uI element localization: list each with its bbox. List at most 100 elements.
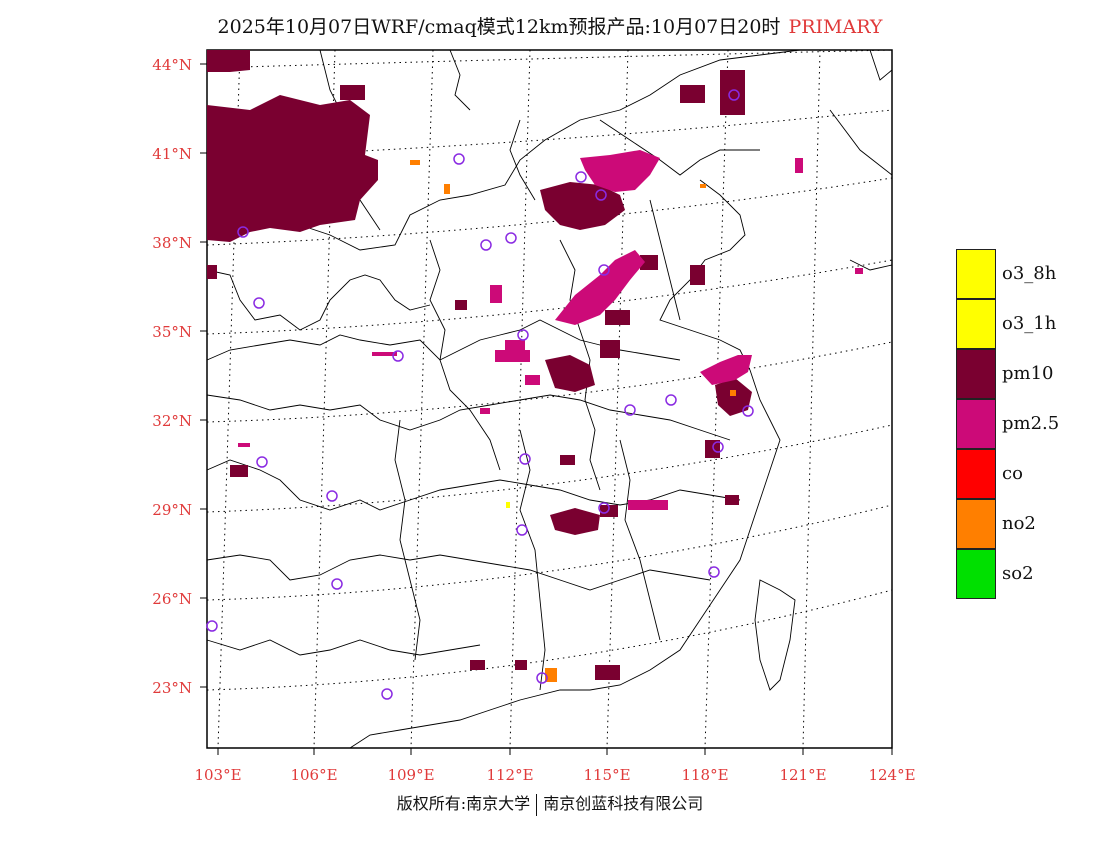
station-marker (505, 232, 517, 244)
station-marker (598, 502, 610, 514)
lon-label-112: 112°E (486, 766, 534, 784)
legend-item-pm10: pm10 (956, 349, 1054, 399)
legend-swatch (956, 349, 996, 399)
legend-item-co: co (956, 449, 1023, 499)
pm10-block (207, 265, 217, 279)
legend-item-o3-8h: o3_8h (956, 249, 1056, 299)
station-marker (206, 620, 218, 632)
legend-item-o3-1h: o3_1h (956, 299, 1056, 349)
legend-label: o3_8h (1002, 263, 1057, 284)
pm10-block (340, 85, 365, 100)
legend-swatch (956, 299, 996, 349)
pm10-block (455, 300, 467, 310)
station-marker (453, 153, 465, 165)
pm10-patch-south-central (550, 508, 600, 535)
pm10-block (605, 310, 630, 325)
station-marker (253, 297, 265, 309)
no2-block (730, 390, 736, 396)
pm10-block (560, 455, 575, 465)
o3-patches (506, 502, 510, 508)
latitude-gridlines (206, 49, 893, 691)
pm10-block (600, 505, 618, 517)
pm10-patch-beijing (540, 182, 625, 230)
station-marker (598, 264, 610, 276)
pm10-block (230, 465, 248, 477)
pm25-block (490, 285, 502, 303)
pm25-block (855, 268, 863, 274)
lon-label-118: 118°E (681, 766, 729, 784)
pm25-block (795, 158, 803, 173)
pm25-block (628, 500, 668, 510)
pm25-patch-jiangsu (700, 355, 752, 385)
pollutant-legend: o3_8h o3_1h pm10 pm2.5 co no2 so2 (956, 249, 1059, 599)
station-marker (728, 89, 740, 101)
pm25-block (238, 443, 250, 447)
pm10-patch-central (545, 355, 595, 392)
station-marker (381, 688, 393, 700)
pm10-patch-east (715, 378, 752, 416)
lon-label-103: 103°E (194, 766, 242, 784)
legend-label: o3_1h (1002, 313, 1057, 334)
pm25-patch-hebei (580, 150, 660, 192)
pm25-patches (238, 150, 863, 510)
lon-label-124: 124°E (868, 766, 916, 784)
pm10-block (680, 85, 705, 103)
pm25-block (480, 408, 490, 414)
station-markers (206, 89, 754, 700)
title-tag: PRIMARY (788, 16, 883, 38)
lat-label-23: 23°N (152, 679, 192, 697)
legend-label: no2 (1002, 513, 1036, 534)
lon-label-106: 106°E (290, 766, 338, 784)
station-marker (575, 171, 587, 183)
lon-label-109: 109°E (387, 766, 435, 784)
lat-label-38: 38°N (152, 234, 192, 252)
legend-label: pm10 (1002, 363, 1054, 384)
legend-swatch (956, 499, 996, 549)
station-marker (536, 672, 548, 684)
copyright-left: 版权所有:南京大学 (396, 794, 531, 813)
legend-swatch (956, 449, 996, 499)
no2-block (545, 668, 557, 682)
pm10-block (725, 495, 739, 505)
lat-label-44: 44°N (152, 56, 192, 74)
station-marker (712, 441, 724, 453)
station-marker (708, 566, 720, 578)
legend-label: pm2.5 (1002, 413, 1060, 434)
lon-label-115: 115°E (583, 766, 631, 784)
pm10-block (720, 70, 745, 115)
legend-item-so2: so2 (956, 549, 1034, 599)
map-frame (206, 49, 893, 749)
pm10-patch-top (207, 50, 250, 72)
province-borders (206, 49, 893, 749)
station-marker (516, 524, 528, 536)
station-marker (256, 456, 268, 468)
station-marker (665, 394, 677, 406)
pm10-block (595, 665, 620, 680)
legend-swatch (956, 249, 996, 299)
pm10-block (640, 255, 658, 270)
legend-label: co (1002, 463, 1023, 484)
legend-item-pm25: pm2.5 (956, 399, 1059, 449)
lat-label-32: 32°N (152, 412, 192, 430)
legend-item-no2: no2 (956, 499, 1036, 549)
copyright-footer: 版权所有:南京大学 南京创蓝科技有限公司 (0, 790, 1100, 816)
o3-block (506, 502, 510, 508)
pm10-block (705, 440, 720, 458)
lat-label-35: 35°N (152, 323, 192, 341)
copyright-separator (536, 793, 538, 816)
lat-label-29: 29°N (152, 501, 192, 519)
legend-swatch (956, 399, 996, 449)
legend-swatch (956, 549, 996, 599)
pm25-block (495, 350, 530, 362)
pm10-patch-northwest (207, 95, 378, 242)
pm10-patches (207, 50, 752, 680)
station-marker (331, 578, 343, 590)
lat-label-26: 26°N (152, 590, 192, 608)
station-marker (517, 329, 529, 341)
pm25-block (525, 375, 540, 385)
no2-block (410, 160, 420, 165)
lat-label-41: 41°N (152, 145, 192, 163)
copyright-right: 南京创蓝科技有限公司 (543, 794, 704, 813)
axis-ticks (200, 63, 893, 755)
pm10-block (515, 660, 527, 670)
